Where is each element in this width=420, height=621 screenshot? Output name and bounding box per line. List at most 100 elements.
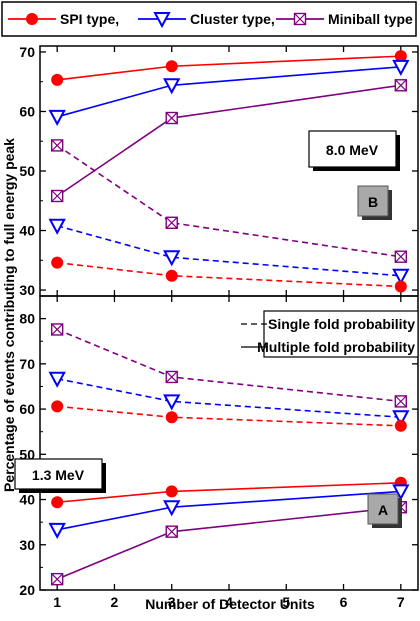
y-tick-label-1-3mev: 60 (19, 401, 35, 417)
data-point (51, 256, 64, 269)
data-point (50, 572, 64, 586)
x-tick-label: 7 (397, 594, 405, 610)
legend-marker-cluster (153, 12, 171, 29)
series-line (57, 405, 401, 427)
legend-entry-miniball: Miniball type (276, 11, 413, 27)
series-line (57, 482, 401, 504)
y-tick-label-1-3mev: 70 (19, 356, 35, 372)
x-tick-label: 6 (340, 594, 348, 610)
series-legend: SPI type, Cluster type, Miniball type (1, 1, 417, 37)
series-cluster-single-1-3mev (48, 371, 410, 427)
series-cluster-multiple-1-3mev (48, 484, 410, 539)
panel-1-3mev: 20 30 40 50 60 70 80 1 2 3 4 5 6 7 Single fold probab… (14, 295, 419, 610)
legend-marker-miniball (293, 12, 307, 26)
x-tick-label: 3 (168, 594, 176, 610)
y-tick-label-1-3mev: 20 (19, 582, 35, 598)
data-point (394, 250, 408, 263)
x-tick-label: 1 (53, 594, 61, 610)
data-point (165, 370, 178, 384)
energy-label-frame-8mev (308, 130, 397, 168)
x-tick-label: 5 (282, 594, 290, 610)
energy-label-box-1-3mev: 1.3 MeV (14, 458, 106, 493)
series-line (56, 224, 401, 277)
data-point (165, 411, 178, 424)
x-tick-label: 4 (225, 594, 233, 610)
series-legend-frame (1, 1, 417, 37)
legend-marker-spi (26, 13, 38, 25)
y-tick-label-1-3mev: 50 (19, 446, 35, 462)
series-spi-single-8mev (51, 256, 407, 293)
panel-8mev-series (48, 50, 410, 293)
y-tick-label-8mev: 70 (19, 44, 35, 60)
data-point (392, 484, 410, 501)
data-point (165, 216, 178, 229)
data-point (48, 218, 66, 235)
y-tick-label-1-3mev: 80 (19, 311, 35, 327)
data-point (48, 109, 66, 126)
energy-label-box-8mev: 8.0 MeV (308, 130, 400, 171)
data-point (51, 400, 64, 413)
data-point (163, 394, 181, 411)
data-point (165, 111, 178, 125)
panel-badge-b: B (357, 185, 392, 220)
panel-badge-a-label: A (378, 502, 388, 518)
legend-label-multiple-fold: Multiple fold probability (257, 339, 415, 355)
panel-1-3mev-series (48, 323, 410, 586)
panel-badge-b-label: B (368, 194, 378, 210)
series-cluster-multiple-8mev (48, 59, 410, 126)
data-point (48, 371, 66, 388)
data-point (392, 59, 410, 76)
panel-badge-a: A (367, 493, 402, 528)
data-point (50, 189, 64, 203)
y-tick-label-8mev: 60 (19, 103, 35, 119)
data-point (51, 496, 64, 509)
data-point (165, 60, 178, 73)
x-tick-label: 2 (111, 594, 119, 610)
series-line (56, 144, 401, 258)
legend-label-spi: SPI type, (60, 11, 119, 27)
y-tick-label-8mev: 50 (19, 163, 35, 179)
energy-label-8mev: 8.0 MeV (326, 142, 379, 158)
legend-label-cluster: Cluster type, (190, 11, 275, 27)
legend-label-single-fold: Single fold probability (268, 316, 415, 332)
y-tick-label-8mev: 30 (19, 282, 35, 298)
fold-legend-frame (263, 310, 419, 358)
x-axis-title: Number of Detector Units (145, 596, 315, 612)
series-miniball-single-8mev (50, 139, 408, 263)
data-point (165, 269, 178, 282)
data-point (163, 250, 181, 267)
fold-legend: Single fold probability Multiple fold pr… (241, 310, 419, 358)
data-point (392, 410, 410, 427)
data-point (163, 500, 181, 517)
series-spi-multiple-1-3mev (51, 476, 407, 509)
energy-label-frame-1-3mev (14, 458, 103, 490)
y-tick-label-1-3mev: 30 (19, 537, 35, 553)
data-point (394, 395, 408, 408)
data-point (165, 485, 178, 498)
data-point (163, 78, 181, 95)
series-line (56, 506, 401, 580)
panel-8mev: 30 40 50 60 70 8.0 MeV B (19, 44, 419, 298)
series-line (57, 261, 401, 288)
y-axis-title: Percentage of events contributing to ful… (1, 138, 17, 492)
series-spi-multiple-8mev (51, 50, 407, 86)
legend-entry-cluster: Cluster type, (138, 11, 275, 29)
data-point (50, 323, 64, 336)
legend-entry-spi: SPI type, (8, 11, 119, 27)
data-point (165, 525, 178, 538)
series-line (57, 55, 401, 81)
data-point (51, 73, 64, 86)
energy-label-1-3mev: 1.3 MeV (32, 467, 85, 483)
data-point (394, 79, 408, 92)
series-cluster-single-8mev (48, 218, 410, 285)
panel-8mev-ticks: 30 40 50 60 70 (19, 44, 418, 298)
data-point (394, 280, 407, 293)
series-miniball-multiple-1-3mev (50, 501, 408, 586)
series-spi-single-1-3mev (51, 400, 407, 432)
panel-1-3mev-ticks: 20 30 40 50 60 70 80 1 2 3 4 5 6 7 (19, 296, 418, 610)
series-miniball-single-1-3mev (50, 323, 408, 408)
y-tick-label-1-3mev: 40 (19, 492, 35, 508)
data-point (48, 522, 66, 539)
y-tick-label-8mev: 40 (19, 223, 35, 239)
